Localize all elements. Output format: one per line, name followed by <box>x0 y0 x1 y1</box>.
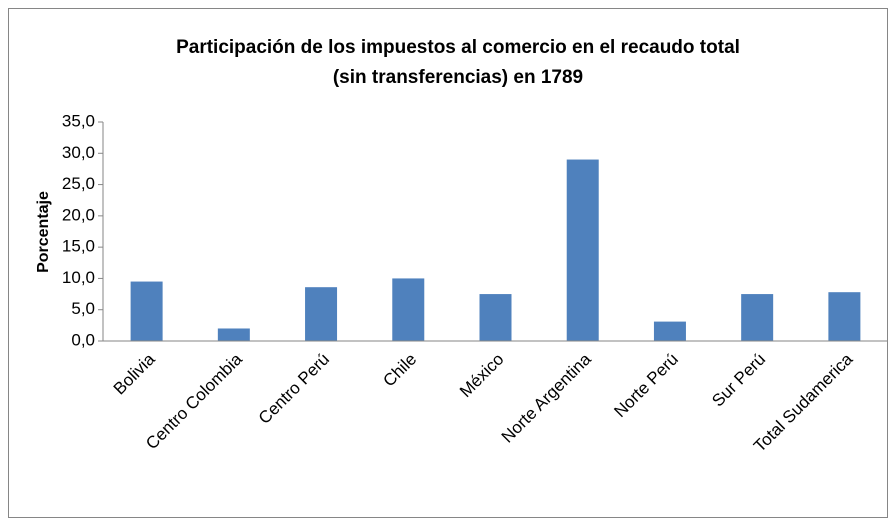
y-axis-title: Porcentaje <box>35 191 52 273</box>
bar <box>217 328 250 341</box>
bar <box>566 159 599 341</box>
chart-frame <box>8 8 888 518</box>
bar <box>392 278 425 341</box>
bar <box>130 281 163 341</box>
bar <box>741 294 774 341</box>
bar <box>828 292 861 341</box>
y-tick-label: 30,0 <box>62 143 95 162</box>
y-tick-label: 15,0 <box>62 237 95 256</box>
chart-title: Participación de los impuestos al comerc… <box>176 37 740 58</box>
y-tick-label: 5,0 <box>71 299 95 318</box>
y-tick-label: 25,0 <box>62 174 95 193</box>
bar <box>305 287 338 341</box>
bar <box>479 294 512 341</box>
y-tick-label: 35,0 <box>62 111 95 130</box>
bar <box>653 321 686 341</box>
chart-title: (sin transferencias) en 1789 <box>333 67 583 88</box>
y-tick-label: 0,0 <box>71 330 95 349</box>
y-tick-label: 20,0 <box>62 205 95 224</box>
y-tick-label: 10,0 <box>62 268 95 287</box>
